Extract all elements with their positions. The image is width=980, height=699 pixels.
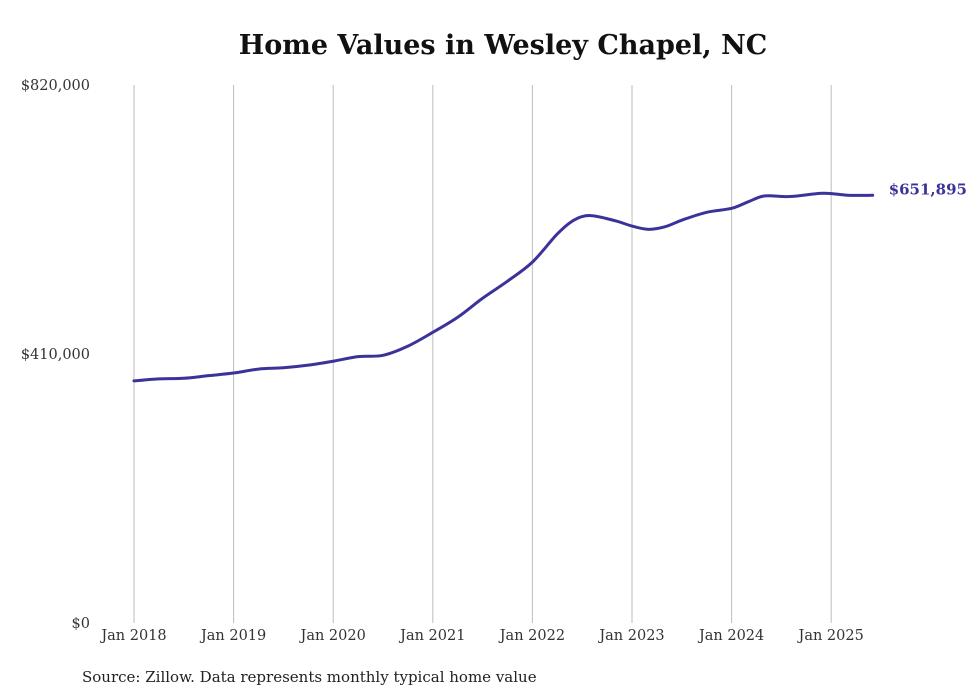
chart-title: Home Values in Wesley Chapel, NC bbox=[238, 30, 768, 61]
x-tick-label: Jan 2024 bbox=[697, 628, 764, 644]
end-value-label: $651,895 bbox=[889, 180, 967, 198]
source-note: Source: Zillow. Data represents monthly … bbox=[82, 668, 537, 686]
x-tick-label: Jan 2018 bbox=[99, 628, 166, 644]
x-tick-label: Jan 2020 bbox=[299, 628, 366, 644]
x-tick-label: Jan 2021 bbox=[398, 628, 465, 644]
y-tick-label: $410,000 bbox=[21, 347, 90, 363]
x-tick-label: Jan 2025 bbox=[797, 628, 864, 644]
x-tick-label: Jan 2023 bbox=[597, 628, 664, 644]
x-tick-label: Jan 2022 bbox=[498, 628, 565, 644]
series-line bbox=[132, 191, 875, 383]
x-tick-label: Jan 2019 bbox=[199, 628, 266, 644]
y-tick-label: $0 bbox=[72, 616, 90, 632]
y-tick-label: $820,000 bbox=[21, 78, 90, 94]
